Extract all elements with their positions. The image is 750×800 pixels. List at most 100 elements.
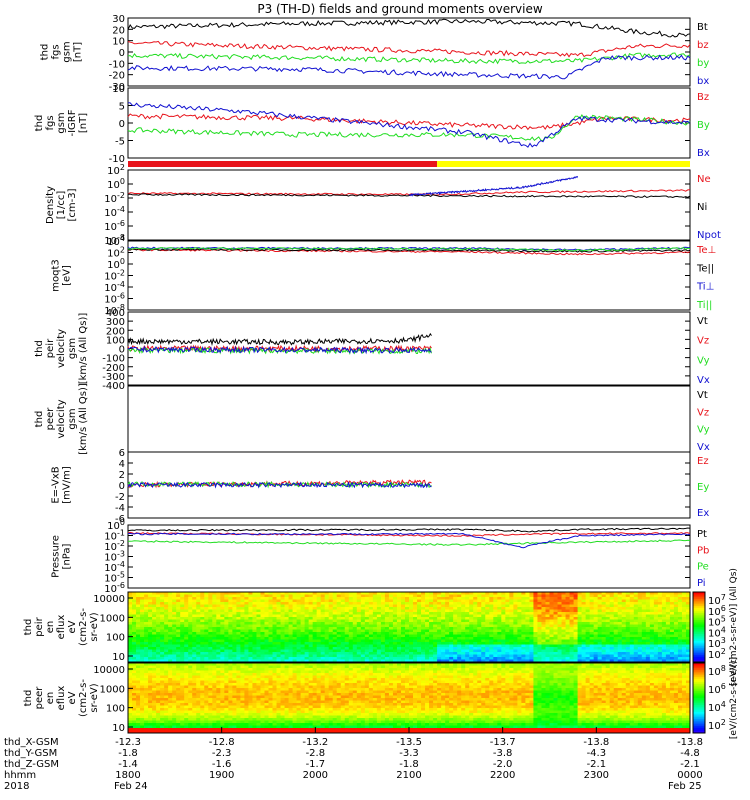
spectrogram-cell — [236, 624, 241, 628]
spectrogram-cell — [356, 604, 362, 608]
spectrogram-cell — [172, 637, 177, 640]
spectrogram-cell — [637, 594, 643, 598]
spectrogram-cell — [160, 705, 165, 709]
spectrogram-cell — [665, 654, 671, 658]
spectrogram-cell — [200, 632, 205, 635]
spectrogram-cell — [164, 703, 169, 706]
spectrogram-cell — [312, 634, 318, 638]
spectrogram-cell — [152, 659, 157, 663]
spectrogram-cell — [232, 599, 237, 603]
spectrogram-cell — [565, 647, 570, 650]
spectrogram-cell — [272, 617, 277, 620]
spectrogram-cell — [621, 642, 627, 645]
spectrogram-cell — [348, 619, 354, 623]
spectrogram-cell — [553, 594, 558, 598]
spectrogram-cell — [148, 695, 153, 699]
spectrogram-cell — [236, 629, 241, 633]
spectrogram-cell — [561, 614, 566, 618]
spectrogram-cell — [677, 619, 683, 623]
spectrogram-cell — [388, 639, 394, 643]
spectrogram-cell — [413, 654, 418, 658]
spectrogram-cell — [260, 647, 265, 650]
spectrogram-cell — [184, 622, 189, 625]
spectrogram-cell — [128, 675, 133, 679]
spectrogram-cell — [597, 634, 603, 638]
spectrogram-cell — [172, 720, 177, 724]
spectrogram-cell — [232, 728, 237, 731]
spectrogram-cell — [160, 594, 165, 598]
spectrogram-cell — [413, 634, 418, 638]
spectrogram-cell — [392, 604, 398, 608]
spectrogram-cell — [477, 642, 482, 645]
spectrogram-cell — [148, 629, 153, 633]
spectrogram-cell — [152, 604, 157, 608]
spectrogram-cell — [453, 652, 458, 655]
spectrogram-cell — [180, 602, 185, 605]
spectrogram-cell — [248, 594, 253, 598]
spectrogram-cell — [228, 675, 233, 679]
spectrogram-cell — [360, 599, 366, 603]
spectrogram-cell — [260, 652, 265, 655]
spectrogram-cell — [164, 607, 169, 610]
spectrogram-cell — [509, 629, 514, 633]
spectrogram-cell — [216, 705, 221, 709]
spectrogram-cell — [641, 652, 647, 655]
spectrogram-cell — [404, 644, 410, 648]
spectrogram-cell — [453, 614, 458, 618]
spectrogram-cell — [457, 617, 462, 620]
spectrogram-cell — [513, 602, 518, 605]
spectrogram-cell — [493, 634, 498, 638]
legend-Te||: Te|| — [696, 263, 714, 274]
spectrogram-cell — [208, 647, 213, 650]
spectrogram-cell — [260, 639, 265, 643]
spectrogram-cell — [208, 607, 213, 610]
spectrogram-cell — [284, 602, 289, 605]
spectrogram-cell — [661, 599, 667, 603]
spectrogram-cell — [509, 594, 514, 598]
colorbar-cell — [693, 606, 705, 609]
spectrogram-cell — [553, 629, 558, 633]
spectrogram-cell — [521, 602, 526, 605]
spectrogram-cell — [501, 597, 506, 600]
spectrogram-cell — [413, 624, 418, 628]
spectrogram-cell — [212, 629, 217, 633]
spectrogram-cell — [609, 607, 615, 610]
spectrogram-cell — [164, 720, 169, 724]
spectrogram-cell — [248, 659, 253, 663]
spectrogram-cell — [533, 659, 538, 663]
spectrogram-cell — [296, 617, 302, 620]
spectrogram-cell — [264, 604, 269, 608]
spectrogram-cell — [348, 629, 354, 633]
spectrogram-cell — [220, 723, 225, 726]
spectrogram-cell — [577, 609, 583, 613]
spectrogram-cell — [537, 649, 542, 653]
spectrogram-cell — [200, 604, 205, 608]
spectrogram-cell — [417, 642, 422, 645]
spectrogram-cell — [505, 629, 510, 633]
spectrogram-cell — [168, 654, 173, 658]
spectrogram-cell — [180, 730, 185, 734]
spectrogram-cell — [649, 632, 655, 635]
panel-p10: thd peer en eflux eV (cm2-s-sr-eV)10000100010… — [23, 657, 739, 739]
spectrogram-cell — [224, 599, 229, 603]
spectrogram-cell — [264, 639, 269, 643]
spectrogram-cell — [132, 710, 137, 714]
spectrogram-cell — [188, 649, 193, 653]
spectrogram-cell — [184, 629, 189, 633]
spectrogram-cell — [348, 622, 354, 625]
spectrogram-cell — [192, 619, 197, 623]
spectrogram-cell — [192, 647, 197, 650]
spectrogram-cell — [152, 708, 157, 711]
spectrogram-cell — [332, 604, 338, 608]
spectrogram-cell — [268, 627, 273, 630]
ylabel-line: [nT] — [78, 113, 89, 133]
spectrogram-cell — [164, 642, 169, 645]
spectrogram-cell — [132, 634, 137, 638]
spectrogram-cell — [525, 637, 530, 640]
spectrogram-cell — [404, 624, 410, 628]
spectrogram-cell — [489, 602, 494, 605]
ytick-label: 100 — [106, 633, 125, 644]
spectrogram-cell — [184, 632, 189, 635]
spectrogram-cell — [300, 609, 306, 613]
spectrogram-cell — [481, 597, 486, 600]
